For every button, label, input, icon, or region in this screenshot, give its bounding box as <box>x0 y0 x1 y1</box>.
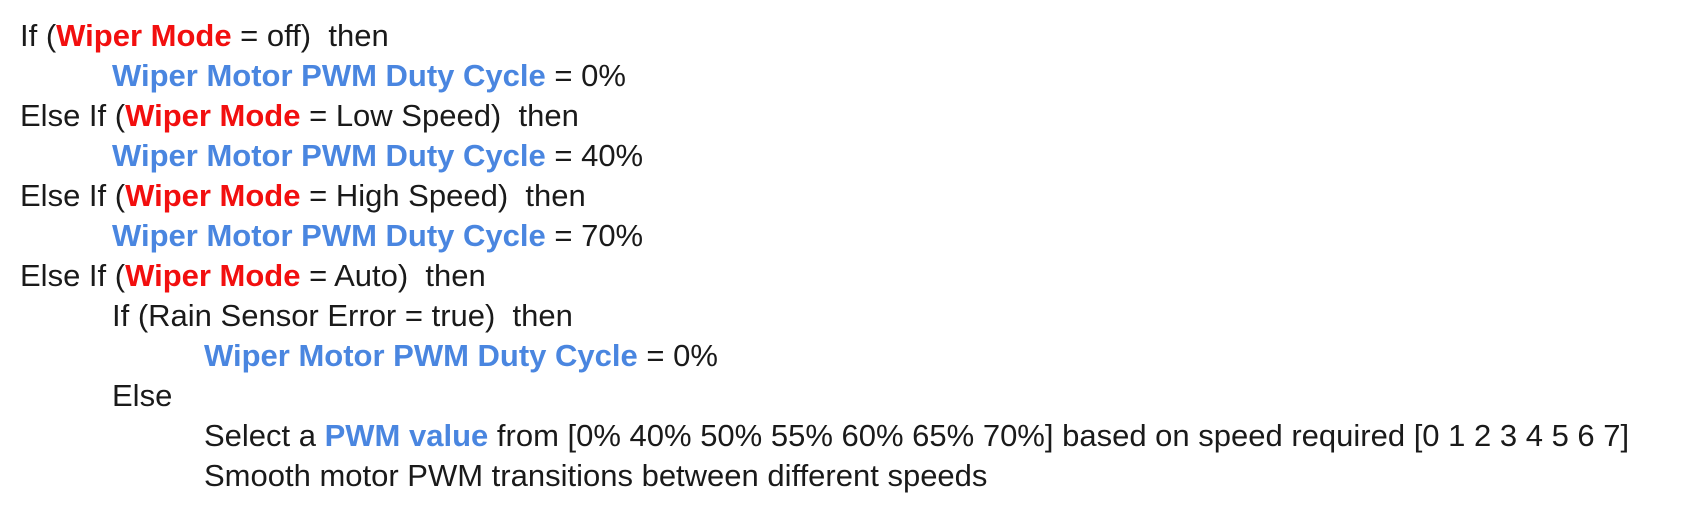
code-line-duty-40: Wiper Motor PWM Duty Cycle = 40% <box>20 136 1680 176</box>
code-line-duty-0-auto: Wiper Motor PWM Duty Cycle = 0% <box>20 336 1680 376</box>
line-text: Else If ( <box>20 178 126 213</box>
line-text: If (Rain Sensor Error = true) then <box>112 298 573 333</box>
code-line-if-rain-sensor-error: If (Rain Sensor Error = true) then <box>20 296 1680 336</box>
pwm-duty-cycle-keyword: Wiper Motor PWM Duty Cycle <box>112 138 546 173</box>
line-text: = Auto) then <box>300 258 486 293</box>
pseudocode-document: If (Wiper Mode = off) then Wiper Motor P… <box>20 16 1680 496</box>
code-line-smooth-transitions: Smooth motor PWM transitions between dif… <box>20 456 1680 496</box>
code-line-duty-0: Wiper Motor PWM Duty Cycle = 0% <box>20 56 1680 96</box>
pwm-value-keyword: PWM value <box>324 418 489 453</box>
code-line-else: Else <box>20 376 1680 416</box>
wiper-mode-keyword: Wiper Mode <box>125 98 301 133</box>
pwm-duty-cycle-keyword: Wiper Motor PWM Duty Cycle <box>112 58 546 93</box>
line-text: = 0% <box>545 58 626 93</box>
line-text: = 40% <box>545 138 644 173</box>
line-text: Select a <box>204 418 325 453</box>
code-line-duty-70: Wiper Motor PWM Duty Cycle = 70% <box>20 216 1680 256</box>
wiper-mode-keyword: Wiper Mode <box>125 178 301 213</box>
line-text: Else <box>112 378 173 413</box>
line-text: Else If ( <box>20 258 126 293</box>
wiper-mode-keyword: Wiper Mode <box>56 18 232 53</box>
pwm-duty-cycle-keyword: Wiper Motor PWM Duty Cycle <box>204 338 638 373</box>
line-text: = 70% <box>545 218 644 253</box>
code-line-if-off: If (Wiper Mode = off) then <box>20 16 1680 56</box>
line-text: Else If ( <box>20 98 126 133</box>
line-text: from [0% 40% 50% 55% 60% 65% 70%] based … <box>488 418 1630 453</box>
code-line-else-if-auto: Else If (Wiper Mode = Auto) then <box>20 256 1680 296</box>
line-text: = Low Speed) then <box>300 98 579 133</box>
line-text: = High Speed) then <box>300 178 586 213</box>
line-text: Smooth motor PWM transitions between dif… <box>204 458 988 493</box>
code-line-select-pwm-value: Select a PWM value from [0% 40% 50% 55% … <box>20 416 1680 456</box>
line-text: = 0% <box>637 338 718 373</box>
wiper-mode-keyword: Wiper Mode <box>125 258 301 293</box>
line-text: = off) then <box>231 18 389 53</box>
line-text: If ( <box>20 18 57 53</box>
code-line-else-if-low: Else If (Wiper Mode = Low Speed) then <box>20 96 1680 136</box>
pwm-duty-cycle-keyword: Wiper Motor PWM Duty Cycle <box>112 218 546 253</box>
code-line-else-if-high: Else If (Wiper Mode = High Speed) then <box>20 176 1680 216</box>
